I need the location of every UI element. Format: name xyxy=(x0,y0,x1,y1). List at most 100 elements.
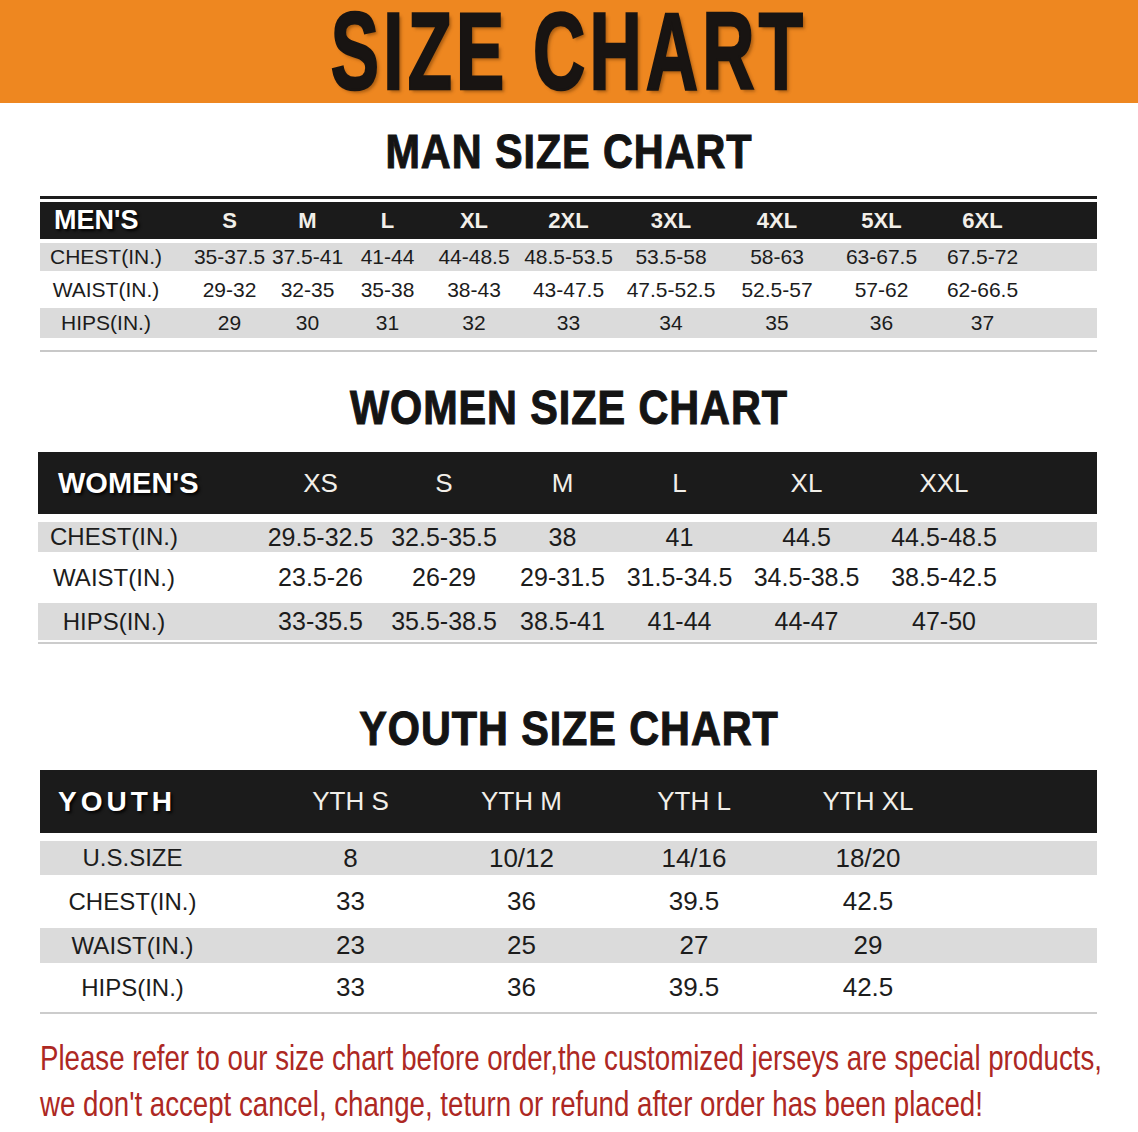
disclaimer-line-2: we don't accept cancel, change, teturn o… xyxy=(40,1081,1102,1127)
title-banner: SIZE CHART xyxy=(0,0,1138,103)
size-value: 32.5-35.5 xyxy=(383,522,505,552)
row-spacer-cell xyxy=(1014,522,1097,552)
size-column-header: S xyxy=(383,452,505,514)
size-value: 33 xyxy=(265,875,436,928)
size-column-header: XL xyxy=(739,452,874,514)
section-heading-youth: YOUTH SIZE CHART xyxy=(46,705,1093,753)
size-value: 33 xyxy=(519,308,618,338)
size-value: 35-37.5 xyxy=(190,243,269,271)
size-value: 53.5-58 xyxy=(618,243,724,271)
row-label: CHEST(IN.) xyxy=(38,522,258,552)
size-table-header-row: MEN'SSMLXL2XL3XL4XL5XL6XL xyxy=(40,202,1097,239)
measurement-row: WAIST(IN.)29-3232-3535-3838-4343-47.547.… xyxy=(40,271,1097,308)
size-value: 38.5-42.5 xyxy=(874,552,1014,603)
size-value: 34.5-38.5 xyxy=(739,552,874,603)
measurement-row: HIPS(IN.)33-35.535.5-38.538.5-4141-4444-… xyxy=(38,603,1097,640)
size-value: 8 xyxy=(265,841,436,875)
disclaimer-text: Please refer to our size chart before or… xyxy=(40,1035,1102,1127)
measurement-row: HIPS(IN.)293031323334353637 xyxy=(40,308,1097,338)
row-label: HIPS(IN.) xyxy=(40,963,265,1012)
group-label: WOMEN'S xyxy=(38,452,258,514)
row-spacer-cell xyxy=(1032,243,1097,271)
size-value: 29.5-32.5 xyxy=(258,522,383,552)
size-column-header: 2XL xyxy=(519,202,618,239)
measurement-row: CHEST(IN.)29.5-32.532.5-35.5384144.544.5… xyxy=(38,522,1097,552)
row-label: HIPS(IN.) xyxy=(38,603,258,640)
size-value: 38.5-41 xyxy=(505,603,620,640)
section-heading-women: WOMEN SIZE CHART xyxy=(46,384,1093,432)
measurement-row: WAIST(IN.)23252729 xyxy=(40,928,1097,963)
measurement-row: CHEST(IN.)35-37.537.5-4141-4444-48.548.5… xyxy=(40,243,1097,271)
size-value: 42.5 xyxy=(781,875,955,928)
size-value: 33-35.5 xyxy=(258,603,383,640)
men-size-table: MEN'SSMLXL2XL3XL4XL5XL6XLCHEST(IN.)35-37… xyxy=(40,196,1097,352)
size-value: 33 xyxy=(265,963,436,1012)
size-column-header: M xyxy=(269,202,346,239)
size-value: 29-31.5 xyxy=(505,552,620,603)
size-value: 37.5-41 xyxy=(269,243,346,271)
row-label: WAIST(IN.) xyxy=(38,552,258,603)
size-value: 23.5-26 xyxy=(258,552,383,603)
size-value: 29 xyxy=(781,928,955,963)
size-value: 36 xyxy=(436,963,607,1012)
size-value: 41-44 xyxy=(620,603,739,640)
row-spacer-cell xyxy=(955,841,1097,875)
size-column-header: 6XL xyxy=(933,202,1032,239)
group-label: MEN'S xyxy=(40,202,190,239)
size-value: 31 xyxy=(346,308,429,338)
size-column-header: YTH S xyxy=(265,770,436,833)
size-value: 39.5 xyxy=(607,963,781,1012)
size-value: 23 xyxy=(265,928,436,963)
disclaimer-line-1: Please refer to our size chart before or… xyxy=(40,1035,1102,1081)
size-value: 62-66.5 xyxy=(933,271,1032,308)
row-spacer-cell xyxy=(955,963,1097,1012)
measurement-row: CHEST(IN.)333639.542.5 xyxy=(40,875,1097,928)
size-column-header: 4XL xyxy=(724,202,830,239)
size-value: 44-47 xyxy=(739,603,874,640)
section-heading-men: MAN SIZE CHART xyxy=(46,128,1093,176)
size-value: 43-47.5 xyxy=(519,271,618,308)
size-table-header-row: WOMEN'SXSSMLXLXXL xyxy=(38,452,1097,514)
size-column-header: 5XL xyxy=(830,202,933,239)
size-value: 63-67.5 xyxy=(830,243,933,271)
size-value: 47-50 xyxy=(874,603,1014,640)
row-spacer-cell xyxy=(1032,271,1097,308)
size-value: 48.5-53.5 xyxy=(519,243,618,271)
row-spacer-cell xyxy=(1014,603,1097,640)
size-column-header: 3XL xyxy=(618,202,724,239)
size-table-header-row: YOUTHYTH SYTH MYTH LYTH XL xyxy=(40,770,1097,833)
measurement-row: WAIST(IN.)23.5-2626-2929-31.531.5-34.534… xyxy=(38,552,1097,603)
table-bottom-border xyxy=(40,1012,1097,1014)
header-spacer-cell xyxy=(1032,202,1097,239)
size-value: 52.5-57 xyxy=(724,271,830,308)
size-value: 39.5 xyxy=(607,875,781,928)
size-value: 44.5-48.5 xyxy=(874,522,1014,552)
size-value: 18/20 xyxy=(781,841,955,875)
row-label: CHEST(IN.) xyxy=(40,243,190,271)
measurement-row: HIPS(IN.)333639.542.5 xyxy=(40,963,1097,1012)
size-value: 32-35 xyxy=(269,271,346,308)
size-value: 14/16 xyxy=(607,841,781,875)
row-label: CHEST(IN.) xyxy=(40,875,265,928)
size-value: 47.5-52.5 xyxy=(618,271,724,308)
size-value: 38-43 xyxy=(429,271,519,308)
row-spacer-cell xyxy=(955,928,1097,963)
size-value: 29-32 xyxy=(190,271,269,308)
size-value: 44-48.5 xyxy=(429,243,519,271)
row-spacer-cell xyxy=(1032,308,1097,338)
youth-size-table: YOUTHYTH SYTH MYTH LYTH XLU.S.SIZE810/12… xyxy=(40,770,1097,1014)
size-value: 35.5-38.5 xyxy=(383,603,505,640)
row-label: U.S.SIZE xyxy=(40,841,265,875)
size-value: 30 xyxy=(269,308,346,338)
size-value: 35-38 xyxy=(346,271,429,308)
size-value: 34 xyxy=(618,308,724,338)
row-label: WAIST(IN.) xyxy=(40,928,265,963)
header-spacer-cell xyxy=(955,770,1097,833)
size-column-header: YTH L xyxy=(607,770,781,833)
size-column-header: XL xyxy=(429,202,519,239)
size-value: 35 xyxy=(724,308,830,338)
size-column-header: YTH M xyxy=(436,770,607,833)
size-column-header: XXL xyxy=(874,452,1014,514)
header-spacer-cell xyxy=(1014,452,1097,514)
size-value: 67.5-72 xyxy=(933,243,1032,271)
